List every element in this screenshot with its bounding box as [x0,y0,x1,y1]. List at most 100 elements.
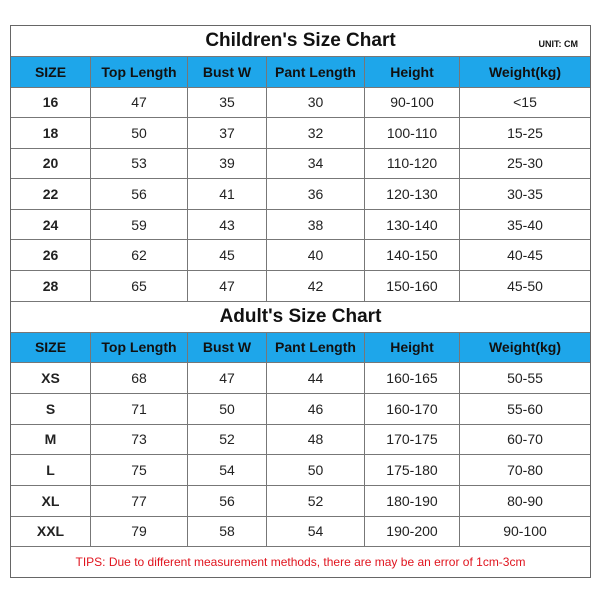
size-cell: S [11,393,91,424]
header-cell: Top Length [91,332,188,363]
title-text: Adult's Size Chart [219,305,382,327]
value-cell: 35 [188,87,267,118]
data-row: 26 62 45 40 140-150 40-45 [11,240,590,272]
data-row: 16 47 35 30 90-100 <15 [11,87,590,119]
value-cell: 190-200 [365,516,460,547]
value-cell: 90-100 [503,523,547,540]
value-cell: 45-50 [507,277,543,294]
header-cell: Height [365,332,460,363]
value-cell: 41 [188,179,267,209]
value-cell: 70-80 [507,462,543,479]
value-cell: 52 [267,485,365,516]
value-cell: 160-165 [365,363,460,393]
size-cell: XXL [11,516,91,547]
section-title: Adult's Size Chart [11,302,590,333]
value-cell: 47 [188,271,267,301]
value-cell: 36 [267,179,365,209]
header-cell: SIZE [11,57,91,87]
value-cell: 50 [267,455,365,485]
data-row: 28 65 47 42 150-160 45-50 [11,271,590,302]
value-cell: 37 [188,118,267,148]
value-cell: <15 [513,94,537,111]
value-cell: 80-90 [507,492,543,509]
header-cell: Bust W [188,332,267,363]
value-cell: 55-60 [507,400,543,417]
size-cell: XS [11,363,91,393]
data-row: 18 50 37 32 100-110 15-25 [11,118,590,149]
data-row: 22 56 41 36 120-130 30-35 [11,179,590,210]
value-cell: 46 [267,393,365,424]
value-cell: 65 [91,271,188,301]
value-cell: 120-130 [365,179,460,209]
value-cell: 140-150 [365,240,460,271]
value-cell: 40-45 [507,247,543,264]
size-cell: 16 [11,87,91,118]
data-row: 24 59 43 38 130-140 35-40 [11,209,590,241]
value-cell: 42 [267,271,365,301]
value-cell: 32 [267,118,365,148]
value-cell: 77 [91,485,188,516]
size-cell: L [11,455,91,485]
value-cell: 75 [91,455,188,485]
value-cell: 47 [188,363,267,393]
value-cell: 62 [91,240,188,271]
value-cell: 60-70 [507,431,543,448]
data-row: L 75 54 50 175-180 70-80 [11,455,590,486]
value-cell: 38 [267,209,365,240]
value-cell: 56 [91,179,188,209]
size-cell: 26 [11,240,91,271]
value-cell: 110-120 [365,148,460,179]
value-cell: 56 [188,485,267,516]
value-cell: 79 [91,516,188,547]
value-cell: 15-25 [507,124,543,141]
data-row: S 71 50 46 160-170 55-60 [11,393,590,425]
value-cell: 50 [188,393,267,424]
data-row: XS 68 47 44 160-165 50-55 [11,363,590,394]
value-cell: 100-110 [365,118,460,148]
size-cell: 22 [11,179,91,209]
value-cell: 53 [91,148,188,179]
size-cell: 18 [11,118,91,148]
header-row: SIZE Top Length Bust W Pant Length Height Wei… [11,57,590,88]
value-cell: 170-175 [365,424,460,455]
data-row: M 73 52 48 170-175 60-70 [11,424,590,456]
header-cell: Top Length [91,57,188,87]
size-cell: XL [11,485,91,516]
value-cell: 48 [267,424,365,455]
value-cell: 35-40 [507,216,543,233]
header-cell: SIZE [11,332,91,363]
value-cell: 52 [188,424,267,455]
tips-note: TIPS: Due to different measurement metho… [75,555,526,570]
value-cell: 50-55 [507,370,543,386]
value-cell: 40 [267,240,365,271]
size-chart: Children's Size Chart UNIT: CM SIZE Top Len… [10,25,591,579]
size-cell: 24 [11,209,91,240]
value-cell: 50 [91,118,188,148]
header-cell: Height [365,57,460,87]
value-cell: 58 [188,516,267,547]
value-cell: 47 [91,87,188,118]
value-cell: 39 [188,148,267,179]
size-cell: 20 [11,148,91,179]
value-cell: 44 [267,363,365,393]
header-cell: Pant Length [267,57,365,87]
value-cell: 90-100 [365,87,460,118]
value-cell: 68 [91,363,188,393]
header-cell: Weight(kg) [488,63,562,80]
value-cell: 25-30 [507,155,543,172]
value-cell: 59 [91,209,188,240]
title-text: Children's Size Chart [205,30,396,51]
section-title: Children's Size Chart UNIT: CM [11,26,590,57]
header-cell: Pant Length [267,332,365,363]
value-cell: 130-140 [365,209,460,240]
value-cell: 160-170 [365,393,460,424]
value-cell: 30 [267,87,365,118]
value-cell: 43 [188,209,267,240]
value-cell: 175-180 [365,455,460,485]
value-cell: 54 [188,455,267,485]
value-cell: 30-35 [507,186,543,203]
data-row: XL 77 56 52 180-190 80-90 [11,485,590,517]
size-cell: 28 [11,271,91,301]
data-row: 20 53 39 34 110-120 25-30 [11,148,590,180]
